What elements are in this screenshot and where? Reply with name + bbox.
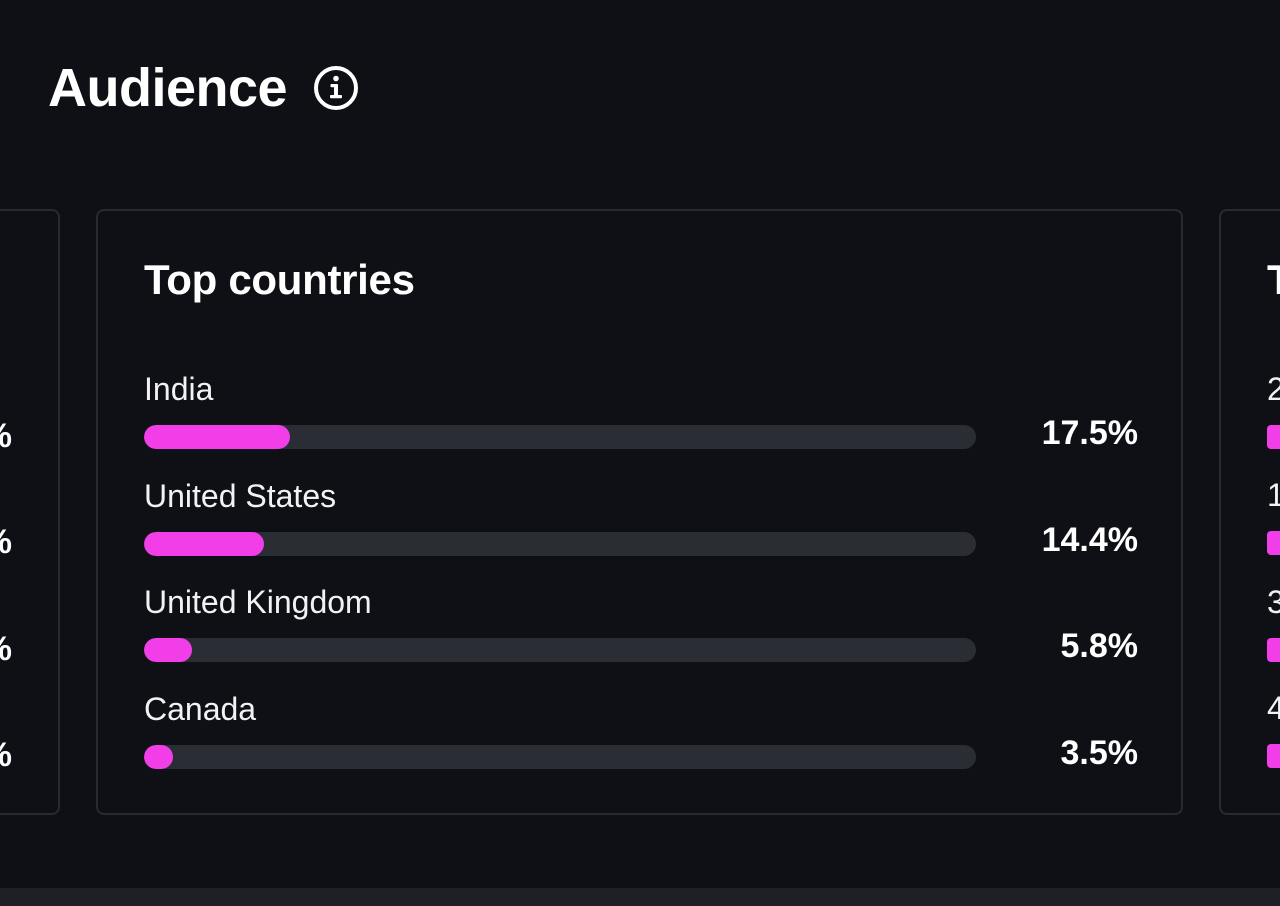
right-card-bar	[1267, 531, 1280, 555]
country-list: India 17.5% United States 14.4% United K…	[144, 369, 1138, 795]
progress-track	[144, 638, 976, 662]
progress-fill	[144, 531, 264, 556]
country-row: Canada 3.5%	[144, 689, 1138, 796]
right-card-bar	[1267, 638, 1280, 662]
bottom-divider	[0, 888, 1280, 906]
left-card-value: %	[0, 525, 12, 559]
section-title: Audience	[48, 58, 288, 118]
country-label: Canada	[144, 690, 257, 727]
top-countries-card: Top countries India 17.5% United States …	[96, 209, 1183, 815]
right-card-bar	[1267, 744, 1280, 768]
right-card-bar	[1267, 425, 1280, 449]
progress-track	[144, 531, 976, 556]
country-label: India	[144, 371, 214, 407]
country-label: United States	[144, 477, 337, 514]
country-row: United States 14.4%	[144, 476, 1138, 583]
progress-track	[144, 744, 976, 769]
country-percent: 5.8%	[1060, 627, 1139, 665]
progress-fill	[144, 638, 193, 662]
country-row: India 17.5%	[144, 369, 1138, 476]
right-card-title: T	[1267, 259, 1280, 301]
right-card-label: 4	[1267, 692, 1280, 724]
card-title: Top countries	[144, 256, 415, 303]
country-label: United Kingdom	[144, 584, 372, 620]
progress-fill	[144, 744, 174, 769]
progress-fill	[144, 425, 290, 449]
left-card-value: %	[0, 632, 12, 666]
left-card: % % % %	[0, 209, 60, 815]
right-card-label: 1	[1267, 479, 1280, 511]
right-card-label: 2	[1267, 373, 1280, 405]
audience-header: Audience	[48, 52, 359, 124]
country-percent: 17.5%	[1041, 414, 1138, 452]
progress-track	[144, 425, 976, 449]
info-circle-icon[interactable]	[313, 65, 359, 111]
right-card-label: 3	[1267, 586, 1280, 618]
country-row: United Kingdom 5.8%	[144, 582, 1138, 689]
left-card-value: %	[0, 738, 12, 772]
right-card: T 2 1 3 4	[1219, 209, 1280, 815]
country-percent: 14.4%	[1041, 520, 1138, 559]
country-percent: 3.5%	[1060, 733, 1139, 772]
left-card-value: %	[0, 419, 12, 453]
